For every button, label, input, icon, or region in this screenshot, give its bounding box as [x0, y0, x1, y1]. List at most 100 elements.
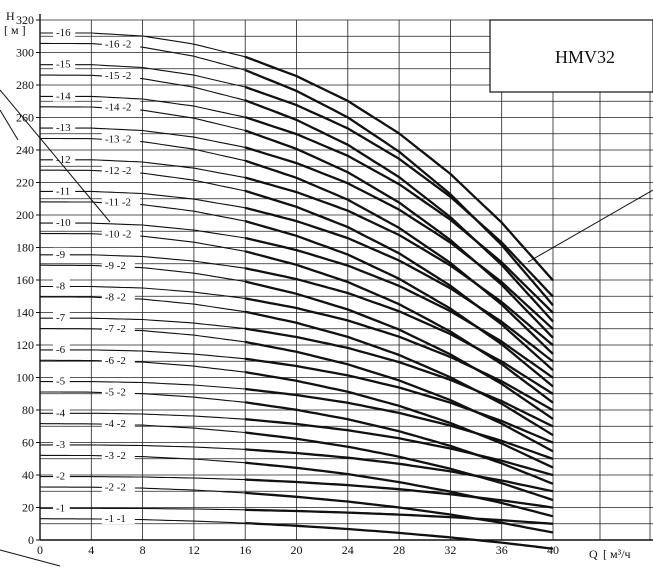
curve-7-low: [40, 317, 246, 330]
curve-label-bg: [53, 469, 70, 482]
curve-label-bg: [101, 417, 135, 430]
curve-label-bg: [53, 311, 70, 324]
curves: [39, 32, 554, 550]
curve-label-bg: [53, 437, 70, 450]
tick-labels: 0 4 8 12 16 20 24 28 32 36 40 0 20 40 60 80 100 120 140 160…: [16, 13, 559, 557]
x-tick-label: 12: [188, 543, 200, 557]
curve-15-2-low: [40, 74, 246, 101]
curve-label-bg: [101, 353, 135, 366]
y-tick-label: 300: [16, 46, 34, 60]
curve-2-2-op: [245, 491, 554, 534]
curve-label-bg: [53, 247, 70, 260]
grid: [36, 14, 653, 541]
curve-7-2-op: [244, 340, 554, 453]
leader-line: [0, 109, 19, 141]
curve-label: -13 -2: [105, 133, 132, 145]
curve-14-2-low: [40, 106, 246, 132]
curve-label-bg: [53, 184, 76, 197]
curve-15-op: [244, 85, 554, 298]
curve-4-2-low: [39, 423, 246, 434]
curve-8-op: [244, 297, 554, 412]
curve-label-bg: [53, 279, 70, 292]
curve-2-low: [40, 476, 246, 481]
curve-label: -6 -2: [105, 355, 126, 367]
curve-5-2-low: [40, 391, 246, 403]
curve-16-op: [244, 55, 554, 282]
x-tick-label: 4: [88, 543, 94, 557]
curve-label-bg: [53, 89, 76, 102]
y-tick-label: 160: [16, 273, 34, 287]
y-tick-label: 20: [22, 501, 34, 515]
curve-6-op: [245, 357, 554, 444]
y-tick-label: 220: [16, 176, 34, 190]
curve-label: -3 -2: [105, 450, 126, 462]
curve-label: -7: [56, 312, 66, 324]
curve-14-op: [244, 116, 554, 314]
curve-label: -6: [56, 344, 66, 356]
curve-label-bg: [53, 121, 76, 134]
x-tick-label: 24: [342, 543, 354, 557]
curve-5-2-op: [245, 401, 554, 485]
curve-3-2-op: [245, 461, 554, 518]
curve-label: -1 -1: [105, 513, 126, 525]
curve-12-2-low: [40, 169, 246, 192]
curve-13-2-op: [244, 159, 554, 355]
leader-line: [527, 189, 653, 263]
leader-line: [0, 549, 61, 567]
x-axis-unit: [ м³/ч: [603, 547, 631, 561]
y-tick-label: 140: [16, 306, 34, 320]
curve-2-op: [245, 478, 554, 509]
curve-10-2-op: [244, 250, 554, 404]
curve-label-bg: [101, 100, 141, 113]
curve-11-2-low: [39, 201, 246, 222]
curve-label-bg: [101, 69, 141, 82]
curve-label-bg: [101, 322, 135, 335]
curve-label-bg: [101, 290, 135, 303]
curve-6-low: [40, 349, 246, 360]
x-tick-label: 28: [393, 543, 405, 557]
curve-3-2-low: [39, 454, 246, 464]
curve-11-2-op: [244, 219, 554, 388]
curve-6-2-low: [40, 359, 246, 373]
curve-9-low: [40, 254, 246, 269]
curve-label: -5 -2: [105, 387, 126, 399]
curve-2-2-low: [39, 486, 246, 494]
curve-4-2-op: [245, 431, 554, 502]
leader-line: [0, 89, 111, 223]
y-tick-label: 80: [22, 403, 34, 417]
curve-4-op: [245, 418, 554, 477]
y-tick-label: 0: [28, 533, 34, 547]
curve-label: -14: [56, 90, 71, 102]
curve-13-op: [244, 146, 554, 330]
curve-label-bg: [101, 37, 141, 50]
curve-1-2-low: [40, 518, 246, 524]
curve-5-low: [40, 381, 246, 390]
curve-label: -4: [56, 407, 66, 419]
y-axis-label: H: [6, 9, 15, 23]
curve-label: -8 -2: [105, 292, 126, 304]
curve-label: -2 -2: [105, 481, 126, 493]
curve-3-low: [40, 444, 246, 450]
curve-label-bg: [101, 385, 135, 398]
title-box: [489, 19, 653, 93]
curve-11-op: [244, 206, 554, 363]
curve-label: -1: [56, 502, 65, 514]
curve-label: -10: [56, 217, 71, 229]
curve-label: -16 -2: [105, 38, 132, 50]
curve-label-bg: [101, 258, 135, 271]
curve-12-2-op: [244, 189, 554, 372]
curve-9-2-low: [40, 264, 246, 283]
y-tick-label: 320: [16, 13, 34, 27]
curve-7-2-low: [40, 328, 246, 343]
curve-label-bg: [53, 342, 70, 355]
curve-label-bg: [53, 501, 70, 514]
curve-label: -10 -2: [105, 228, 132, 240]
curve-label: -8: [56, 281, 66, 293]
curve-13-2-low: [40, 137, 246, 162]
y-tick-label: 120: [16, 338, 34, 352]
curve-label: -2: [56, 471, 65, 483]
curve-label-bg: [53, 26, 76, 38]
curve-label-bg: [53, 216, 76, 229]
curve-label: -15: [56, 59, 71, 71]
